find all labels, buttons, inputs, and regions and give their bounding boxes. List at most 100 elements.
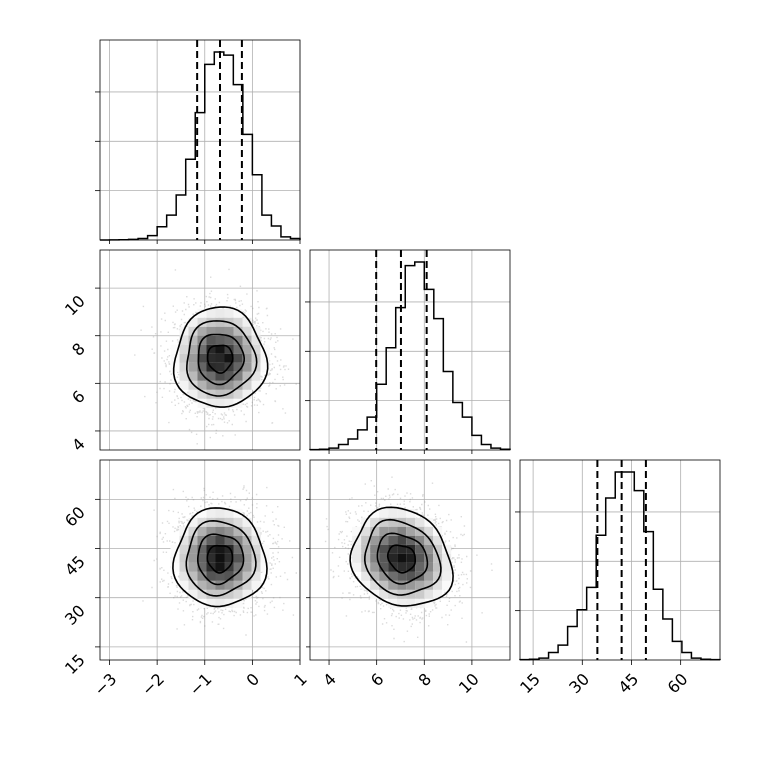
histogram-step-line <box>519 471 721 661</box>
density-cell <box>442 562 452 572</box>
density-cell <box>388 508 398 518</box>
density-cell <box>442 544 452 554</box>
density-cell <box>215 553 225 563</box>
density-cell <box>224 353 234 363</box>
density-cell <box>397 571 407 581</box>
density-cell <box>233 589 243 599</box>
x-tick-label: 1 <box>290 669 311 690</box>
density-cell <box>188 344 198 354</box>
density-cell <box>206 380 216 390</box>
density-cell <box>242 380 252 390</box>
density-cell <box>242 571 252 581</box>
density-cell <box>170 362 180 372</box>
density-cell <box>242 353 252 363</box>
density-cell <box>215 353 225 363</box>
density-cell <box>188 317 198 327</box>
density-cell <box>224 371 234 381</box>
density-cell <box>370 553 380 563</box>
density-cell <box>179 371 189 381</box>
density-cell <box>197 508 207 518</box>
density-cell <box>260 344 270 354</box>
density-cell <box>251 371 261 381</box>
density-cell <box>242 317 252 327</box>
density-cell <box>242 544 252 554</box>
density-cell <box>188 371 198 381</box>
density-cell <box>206 326 216 336</box>
density-cell <box>388 535 398 545</box>
density-cell <box>233 362 243 372</box>
density-cell <box>215 317 225 327</box>
density-cell <box>215 589 225 599</box>
density-cell <box>415 562 425 572</box>
density-cell <box>206 335 216 345</box>
density-cell <box>179 344 189 354</box>
density-cell <box>206 508 216 518</box>
density-cell <box>260 544 270 554</box>
density-cell <box>170 562 180 572</box>
density-cell <box>370 580 380 590</box>
density-cell <box>215 526 225 536</box>
density-cell <box>379 535 389 545</box>
density-cell <box>170 553 180 563</box>
density-cell <box>224 335 234 345</box>
contour-line-0 <box>206 544 234 574</box>
density-cell <box>233 344 243 354</box>
density-cell <box>188 571 198 581</box>
density-cell <box>406 508 416 518</box>
y-tick-label: 60 <box>61 503 89 531</box>
density-cell <box>215 308 225 318</box>
density-cell <box>233 353 243 363</box>
density-cell <box>379 589 389 599</box>
density-cell <box>260 353 270 363</box>
density-cell <box>188 335 198 345</box>
density-cell <box>233 580 243 590</box>
density-cell <box>370 535 380 545</box>
density-cell <box>197 317 207 327</box>
density-cell <box>379 580 389 590</box>
density-cell <box>406 598 416 608</box>
density-cell <box>233 562 243 572</box>
density-cell <box>197 517 207 527</box>
y-tick-label: 10 <box>61 291 89 319</box>
density-cell <box>424 580 434 590</box>
density-cell <box>251 571 261 581</box>
density-cell <box>406 589 416 599</box>
density-cell <box>188 517 198 527</box>
x-tick-label: 60 <box>664 669 692 697</box>
contour-line-1 <box>197 333 246 386</box>
density-cell <box>415 553 425 563</box>
x-tick-label: 30 <box>565 669 593 697</box>
density-cell <box>388 598 398 608</box>
density-cell <box>388 517 398 527</box>
density-cell <box>188 535 198 545</box>
density-cell <box>406 580 416 590</box>
density-cell <box>379 562 389 572</box>
density-cell <box>206 580 216 590</box>
density-cell <box>352 562 362 572</box>
density-cell <box>233 335 243 345</box>
density-cell <box>179 335 189 345</box>
density-cell <box>179 580 189 590</box>
density-cell <box>179 362 189 372</box>
density-cell <box>433 544 443 554</box>
density-cell <box>206 344 216 354</box>
density-cell <box>197 562 207 572</box>
contour-line-0 <box>386 544 416 574</box>
density-cell <box>188 389 198 399</box>
contour-line-3 <box>172 306 269 408</box>
density-cell <box>397 535 407 545</box>
density-cell <box>224 526 234 536</box>
density-cell <box>206 353 216 363</box>
contour-line-0 <box>206 344 234 374</box>
density-cell <box>370 571 380 581</box>
density-cell <box>197 308 207 318</box>
contour-line-3 <box>172 507 268 608</box>
density-cell <box>197 553 207 563</box>
x-tick-label: 10 <box>455 669 483 697</box>
contour-line-1 <box>376 532 429 585</box>
density-cell <box>224 517 234 527</box>
density-cell <box>233 571 243 581</box>
density-cell <box>251 544 261 554</box>
density-cell <box>433 562 443 572</box>
